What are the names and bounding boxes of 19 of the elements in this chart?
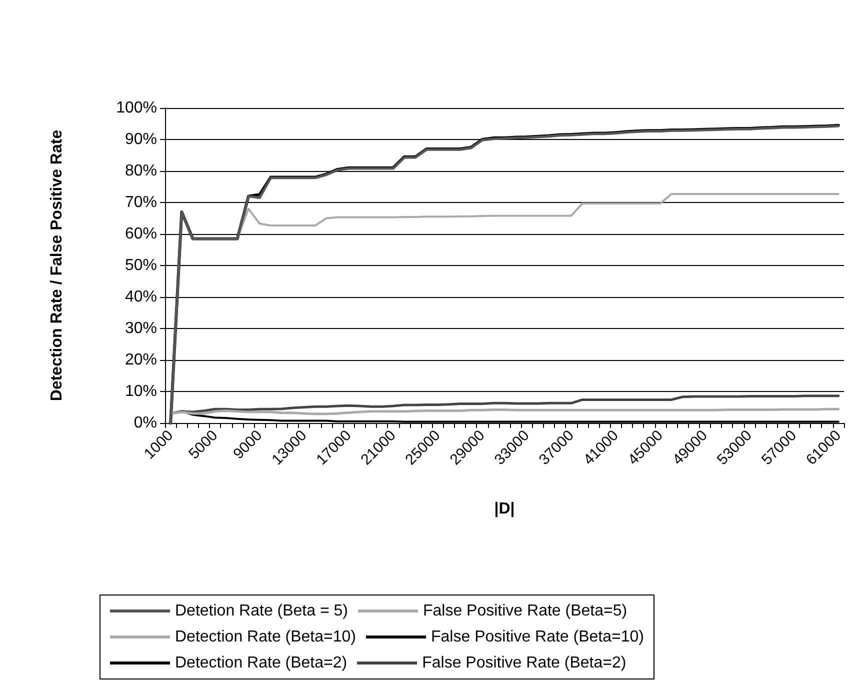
legend-label: Detection Rate (Beta=10) (175, 628, 356, 646)
y-tick-label: 0% (134, 414, 157, 432)
legend-label: False Positive Rate (Beta=5) (422, 602, 628, 620)
x-axis-title: |D| (494, 500, 515, 518)
y-tick-label: 100% (116, 100, 157, 116)
legend-label: False Positive Rate (Beta=2) (422, 654, 626, 672)
y-tick-label: 30% (124, 320, 157, 337)
y-tick-label: 20% (124, 352, 157, 368)
y-tick-label: 40% (124, 288, 157, 306)
y-tick-label: 10% (124, 383, 157, 400)
legend-label: False Positive Rate (Beta=10) (430, 628, 644, 646)
y-axis-title: Detection Rate / False Positive Rate (48, 130, 66, 402)
y-tick-label: 60% (124, 226, 157, 242)
legend-label: Detetion Rate (Beta = 5) (175, 602, 348, 620)
y-tick-label: 70% (124, 194, 157, 211)
y-tick-label: 80% (124, 162, 157, 180)
legend-label: Detection Rate (Beta=2) (175, 654, 348, 672)
y-tick-label: 90% (124, 131, 157, 148)
y-tick-label: 50% (124, 257, 157, 274)
